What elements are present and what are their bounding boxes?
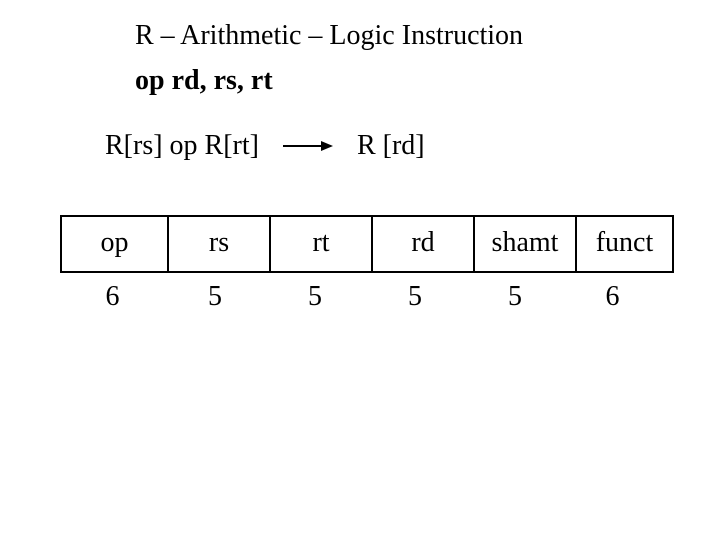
expression-row: R[rs] op R[rt] R [rd] [105,130,425,162]
bits-rs: 5 [165,283,265,311]
expression-left: R[rs] op R[rt] [105,130,259,162]
bits-rd: 5 [365,283,465,311]
bits-op: 6 [60,283,165,311]
field-rd: rd [373,217,475,271]
field-labels-row: op rs rt rd shamt funct [60,215,674,273]
field-shamt: shamt [475,217,577,271]
field-bits-row: 6 5 5 5 5 6 [60,283,674,311]
slide-title: R – Arithmetic – Logic Instruction [135,20,523,52]
field-op: op [62,217,169,271]
arrow-icon [283,139,333,153]
instruction-format: op rs rt rd shamt funct 6 5 5 5 5 6 [60,215,674,311]
bits-funct: 6 [565,283,660,311]
expression-right: R [rd] [357,130,425,162]
bits-shamt: 5 [465,283,565,311]
bits-rt: 5 [265,283,365,311]
field-rt: rt [271,217,373,271]
field-rs: rs [169,217,271,271]
instruction-syntax: op rd, rs, rt [135,65,273,97]
field-funct: funct [577,217,672,271]
slide: R – Arithmetic – Logic Instruction op rd… [0,0,720,540]
